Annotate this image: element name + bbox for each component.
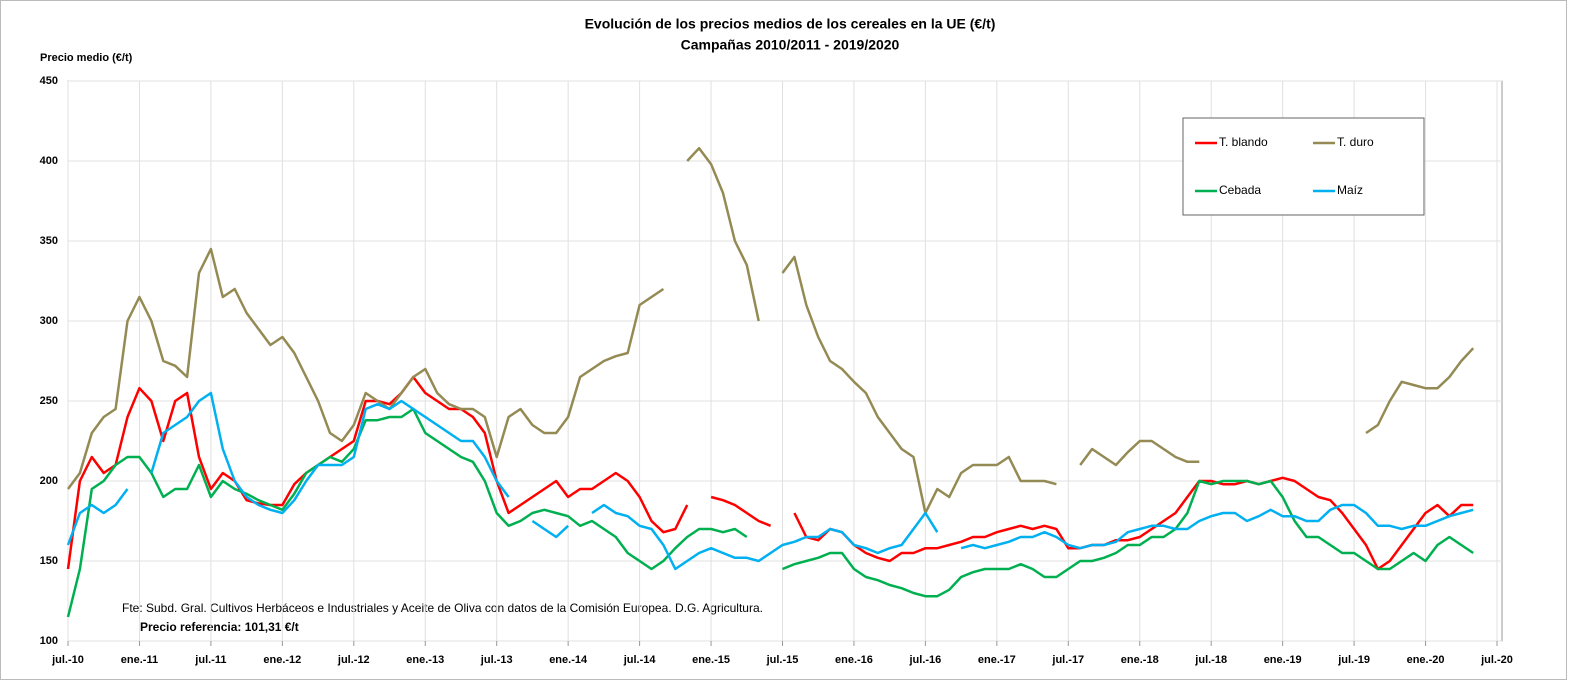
legend-label: Maíz xyxy=(1337,183,1363,197)
x-tick-label: ene.-11 xyxy=(121,654,158,666)
y-tick-label: 400 xyxy=(40,155,58,167)
y-tick-label: 100 xyxy=(40,635,58,647)
x-tick-label: jul.-13 xyxy=(480,654,513,666)
x-tick-label: jul.-11 xyxy=(194,654,226,666)
x-tick-label: jul.-14 xyxy=(623,654,657,666)
x-tick-label: ene.-16 xyxy=(835,654,873,666)
y-tick-label: 350 xyxy=(40,235,58,247)
y-tick-label: 450 xyxy=(40,75,58,87)
y-axis-label: Precio medio (€/t) xyxy=(40,52,133,64)
y-tick-label: 300 xyxy=(40,315,58,327)
legend-label: Cebada xyxy=(1219,183,1261,197)
chart-title: Evolución de los precios medios de los c… xyxy=(585,16,996,32)
x-tick-label: ene.-15 xyxy=(692,654,730,666)
source-note: Fte: Subd. Gral. Cultivos Herbáceos e In… xyxy=(122,601,763,615)
x-tick-label: ene.-12 xyxy=(263,654,301,666)
x-tick-label: ene.-19 xyxy=(1264,654,1302,666)
x-tick-label: ene.-17 xyxy=(978,654,1016,666)
x-tick-label: jul.-10 xyxy=(51,654,84,666)
x-tick-label: ene.-13 xyxy=(406,654,444,666)
x-tick-label: jul.-19 xyxy=(1337,654,1370,666)
x-tick-label: jul.-17 xyxy=(1051,654,1084,666)
y-tick-label: 200 xyxy=(40,475,58,487)
x-tick-label: jul.-12 xyxy=(337,654,370,666)
x-tick-label: jul.-18 xyxy=(1194,654,1227,666)
legend-box xyxy=(1182,117,1425,216)
chart-subtitle: Campañas 2010/2011 - 2019/2020 xyxy=(681,37,900,53)
series-line xyxy=(66,391,1474,571)
reference-note: Precio referencia: 101,31 €/t xyxy=(140,620,299,634)
x-tick-label: ene.-20 xyxy=(1407,654,1445,666)
y-tick-label: 250 xyxy=(40,395,58,407)
series-line xyxy=(66,407,1474,618)
legend-label: T. duro xyxy=(1337,135,1374,149)
legend-label: T. blando xyxy=(1219,135,1268,149)
x-tick-label: ene.-14 xyxy=(549,654,588,666)
y-tick-label: 150 xyxy=(40,555,58,567)
series-line xyxy=(66,146,1475,515)
x-tick-label: jul.-16 xyxy=(909,654,942,666)
x-tick-label: ene.-18 xyxy=(1121,654,1159,666)
x-tick-label: jul.-20 xyxy=(1480,654,1513,666)
x-tick-label: jul.-15 xyxy=(766,654,799,666)
